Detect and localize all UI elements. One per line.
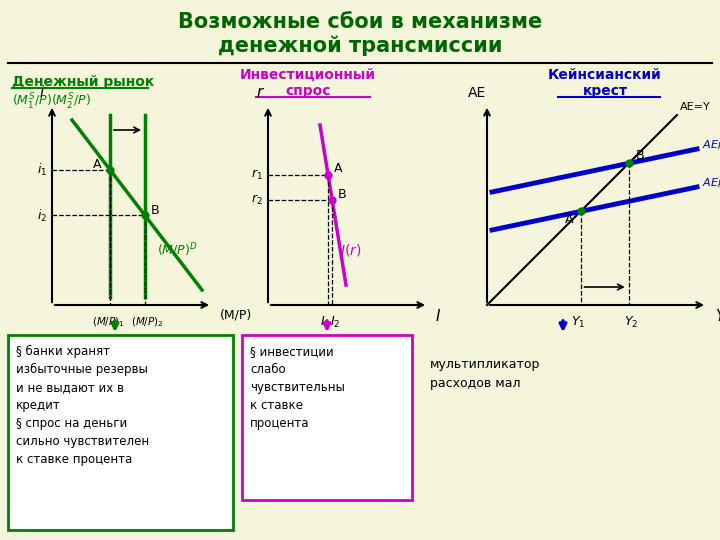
Text: A: A (565, 213, 574, 226)
Text: Возможные сбои в механизме: Возможные сбои в механизме (178, 12, 542, 32)
Text: $(M^S_1/P)(M^S_2/P)$: $(M^S_1/P)(M^S_2/P)$ (12, 92, 91, 112)
Bar (242, 335, 412, 500)
Text: § банки хранят
избыточные резервы
и не выдают их в
кредит
§ спрос на деньги
силь: § банки хранят избыточные резервы и не в… (16, 345, 149, 466)
Text: $AE_P(I_2)$: $AE_P(I_2)$ (702, 138, 720, 152)
Text: $(M/P)_1$: $(M/P)_1$ (91, 315, 125, 329)
Text: $i_2$: $i_2$ (37, 207, 47, 224)
Text: $I_1$: $I_1$ (320, 315, 330, 330)
Text: денежной трансмиссии: денежной трансмиссии (217, 36, 503, 56)
Bar (8, 335, 233, 530)
Text: $I(r)$: $I(r)$ (340, 242, 361, 258)
Text: $(M/P)^D$: $(M/P)^D$ (157, 241, 198, 259)
Text: $AE_P(I_1)$: $AE_P(I_1)$ (702, 176, 720, 190)
Text: A: A (334, 163, 343, 176)
Text: AE: AE (468, 86, 486, 100)
Text: Инвестиционный: Инвестиционный (240, 68, 376, 82)
Text: Y: Y (715, 309, 720, 324)
Text: $I_2$: $I_2$ (330, 315, 341, 330)
Text: AE=Y: AE=Y (680, 102, 711, 112)
Text: спрос: спрос (285, 84, 330, 98)
Text: B: B (635, 149, 644, 162)
Text: $(M/P)_2$: $(M/P)_2$ (130, 315, 163, 329)
Text: B: B (338, 187, 346, 200)
Text: $Y_2$: $Y_2$ (624, 315, 638, 330)
Text: мультипликатор
расходов мал: мультипликатор расходов мал (430, 358, 541, 390)
Text: A: A (93, 158, 102, 171)
Text: $Y_1$: $Y_1$ (572, 315, 586, 330)
Text: Кейнсианский: Кейнсианский (548, 68, 662, 82)
Text: r: r (257, 85, 263, 100)
Text: $r_1$: $r_1$ (251, 168, 263, 182)
Text: § инвестиции
слабо
чувствительны
к ставке
процента: § инвестиции слабо чувствительны к ставк… (250, 345, 345, 430)
Text: $r_2$: $r_2$ (251, 193, 263, 207)
Text: (M/P): (M/P) (220, 309, 252, 322)
Text: крест: крест (582, 84, 628, 98)
Text: I: I (436, 309, 441, 324)
Text: $i_1$: $i_1$ (37, 161, 47, 178)
Text: i: i (40, 85, 44, 100)
Text: Денежный рынок: Денежный рынок (12, 75, 154, 89)
Text: B: B (150, 204, 159, 217)
